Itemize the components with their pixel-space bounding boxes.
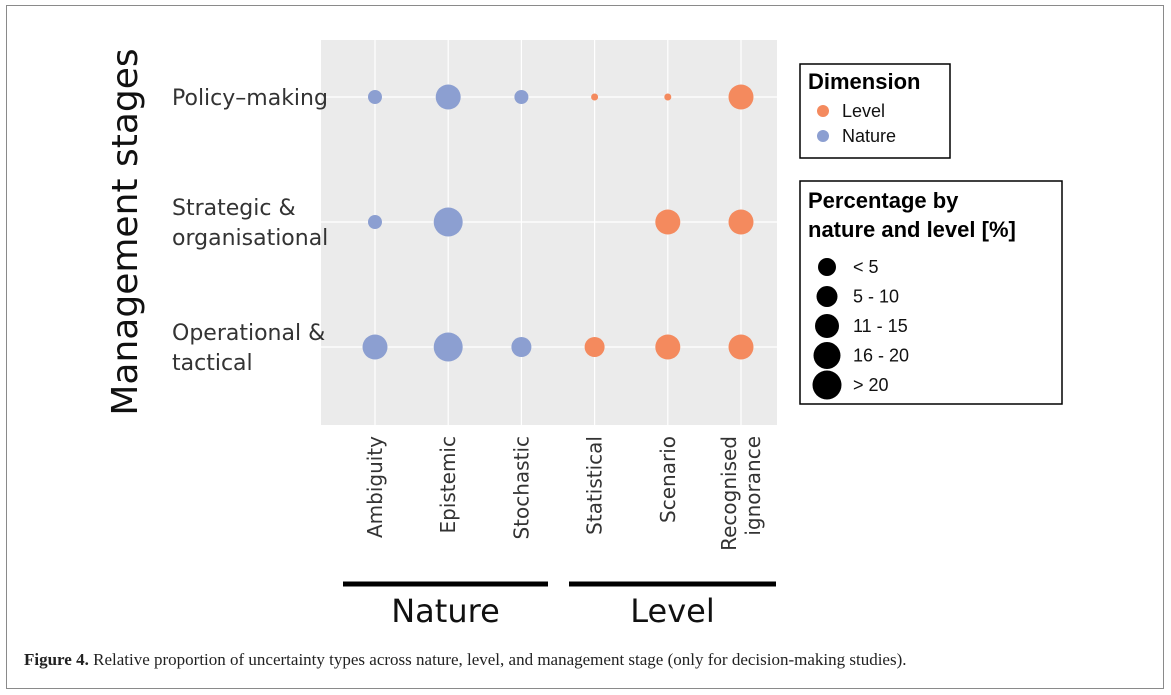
figure-frame [6, 5, 1164, 689]
data-point-10 [362, 334, 388, 360]
x-tick-label-2-0: Stochastic [509, 436, 533, 540]
data-point-8 [655, 209, 681, 235]
x-tick-label-5-1: ignorance [741, 436, 765, 536]
legend-dimension-title: Dimension [808, 69, 920, 94]
legend-dimension-label-0: Level [842, 101, 885, 121]
data-points [362, 84, 754, 362]
legend-dimension-label-1: Nature [842, 126, 896, 146]
legend-size-swatch-1 [816, 286, 838, 307]
y-tick-label-1-0: Strategic & [172, 196, 296, 221]
legend-size-swatch-0 [818, 258, 836, 276]
legend-size-swatch-2 [815, 314, 839, 338]
legend-size-label-0: < 5 [853, 257, 879, 277]
legend-size-title: Percentage by nature and level [%] [808, 188, 1016, 242]
data-point-5 [728, 84, 754, 110]
caption-text: Relative proportion of uncertainty types… [88, 650, 907, 669]
legend-dimension: Dimension Level Nature [799, 63, 951, 159]
legend-size: Percentage by nature and level [%] < 5 5 -… [799, 180, 1063, 405]
y-tick-label-0-0: Policy–making [172, 86, 328, 111]
data-point-12 [511, 337, 532, 357]
data-point-13 [584, 337, 605, 357]
y-tick-label-2-0: Operational & [172, 321, 325, 346]
legend-size-label-1: 5 - 10 [853, 287, 899, 307]
legend-dimension-items: Level Nature [817, 101, 896, 146]
group-label-1: Level [630, 592, 714, 630]
data-point-2 [514, 90, 529, 104]
legend-size-label-3: 16 - 20 [853, 346, 909, 366]
data-point-7 [433, 207, 463, 237]
legend-size-title-line-0: Percentage by [808, 188, 959, 213]
legend-size-box [799, 180, 1063, 405]
x-tick-label-4-0: Scenario [656, 436, 680, 523]
figure-caption: Figure 4. Relative proportion of uncerta… [24, 650, 1154, 670]
x-tick-label-3-0: Statistical [583, 436, 607, 535]
y-category-labels: Policy–making Strategic & organisational Op… [172, 86, 328, 376]
y-tick-label-1-1: organisational [172, 226, 328, 251]
y-tick-label-2-1: tactical [172, 351, 253, 376]
x-group-brackets: Nature Level [343, 581, 776, 630]
data-point-3 [591, 93, 599, 101]
data-point-9 [728, 209, 754, 235]
legend-size-title-line-1: nature and level [%] [808, 217, 1016, 242]
legend-size-label-2: 11 - 15 [853, 316, 908, 336]
legend-size-swatch-3 [813, 342, 841, 369]
data-point-0 [368, 90, 382, 104]
plot-panel [321, 40, 777, 425]
legend-size-items: < 5 5 - 10 11 - 15 16 - 20 > 20 [812, 257, 909, 400]
caption-label: Figure 4. [24, 650, 89, 669]
y-axis-label: Management stages [105, 48, 146, 415]
legend-size-label-4: > 20 [853, 375, 889, 395]
legend-dimension-swatch-0 [817, 105, 829, 117]
x-tick-label-5-0: Recognised [717, 436, 741, 551]
data-point-1 [435, 84, 461, 110]
data-point-15 [728, 334, 754, 360]
data-point-14 [655, 334, 681, 360]
x-category-labels: Ambiguity Epistemic Stochastic Statistical S… [363, 436, 765, 551]
bubble-chart: Management stages Policy–making Strategic… [105, 40, 1063, 630]
x-tick-label-1-0: Epistemic [436, 436, 460, 534]
group-label-0: Nature [391, 592, 500, 630]
data-point-6 [368, 215, 382, 229]
legend-size-swatch-4 [812, 370, 842, 400]
data-point-4 [664, 93, 672, 101]
x-tick-label-0-0: Ambiguity [363, 436, 387, 538]
data-point-11 [433, 332, 463, 362]
legend-dimension-swatch-1 [817, 130, 829, 142]
